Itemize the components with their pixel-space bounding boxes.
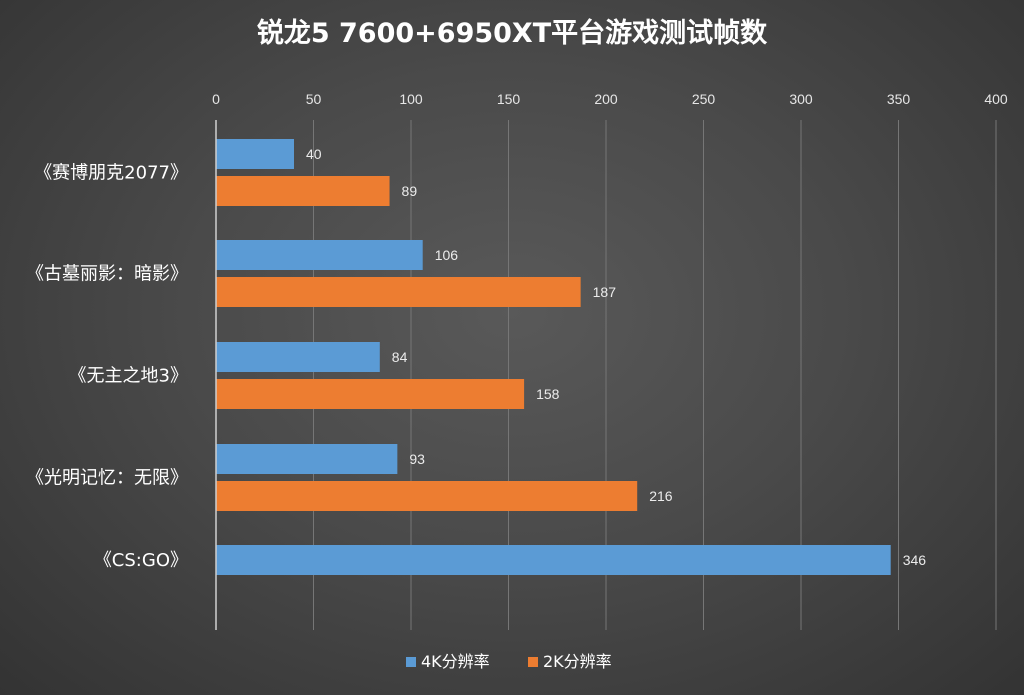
data-label: 216 bbox=[649, 488, 673, 504]
x-tick-label: 0 bbox=[212, 91, 220, 107]
x-tick-label: 250 bbox=[692, 91, 716, 107]
data-label: 84 bbox=[392, 349, 408, 365]
category-label: 《古墓丽影：暗影》 bbox=[26, 264, 188, 285]
x-tick-label: 400 bbox=[984, 91, 1008, 107]
category-label: 《赛博朋克2077》 bbox=[34, 163, 188, 184]
category-label: 《无主之地3》 bbox=[69, 366, 188, 387]
bar-4k bbox=[216, 240, 423, 270]
x-tick-label: 200 bbox=[594, 91, 618, 107]
category-labels: 《赛博朋克2077》《古墓丽影：暗影》《无主之地3》《光明记忆：无限》《CS:G… bbox=[26, 163, 188, 572]
bar-4k bbox=[216, 444, 398, 474]
data-label: 40 bbox=[306, 146, 322, 162]
bar-4k bbox=[216, 342, 380, 372]
category-label: 《CS:GO》 bbox=[94, 550, 188, 571]
legend-label: 4K分辨率 bbox=[421, 652, 490, 671]
x-tick-label: 150 bbox=[497, 91, 521, 107]
legend-swatch bbox=[406, 657, 416, 667]
bar-2k bbox=[216, 481, 638, 511]
x-tick-label: 300 bbox=[789, 91, 813, 107]
legend-label: 2K分辨率 bbox=[543, 652, 612, 671]
data-label: 346 bbox=[903, 552, 927, 568]
gridlines bbox=[313, 120, 997, 630]
bars bbox=[216, 139, 891, 575]
data-label: 93 bbox=[409, 451, 425, 467]
bar-4k bbox=[216, 139, 294, 169]
data-label: 89 bbox=[402, 183, 418, 199]
category-label: 《光明记忆：无限》 bbox=[26, 468, 188, 489]
data-label: 187 bbox=[593, 284, 617, 300]
legend-swatch bbox=[528, 657, 538, 667]
x-axis-ticks: 0 50 100 150 200 250 300 350 400 bbox=[212, 91, 1008, 107]
chart-title: 锐龙5 7600+6950XT平台游戏测试帧数 bbox=[257, 17, 768, 49]
data-labels: 40 89 106 187 84 158 93 216 346 bbox=[306, 146, 926, 568]
bar-4k bbox=[216, 545, 891, 575]
data-label: 158 bbox=[536, 386, 560, 402]
x-tick-label: 350 bbox=[887, 91, 911, 107]
bar-2k bbox=[216, 277, 581, 307]
data-label: 106 bbox=[435, 247, 459, 263]
x-tick-label: 100 bbox=[399, 91, 423, 107]
bar-2k bbox=[216, 176, 390, 206]
x-tick-label: 50 bbox=[306, 91, 322, 107]
legend: 4K分辨率 2K分辨率 bbox=[406, 652, 612, 671]
bar-2k bbox=[216, 379, 525, 409]
